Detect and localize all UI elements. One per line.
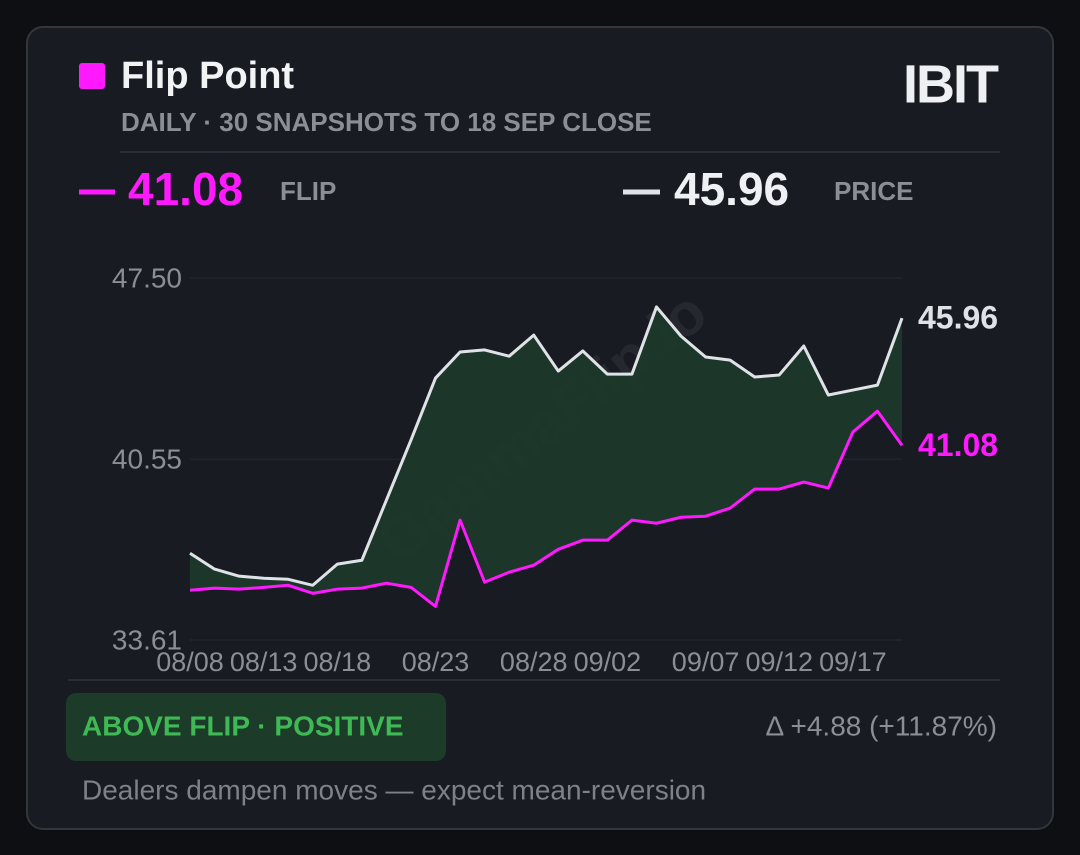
x-tick-label: 09/07 xyxy=(672,647,740,677)
x-tick-label: 08/18 xyxy=(304,647,372,677)
x-tick-label: 08/08 xyxy=(156,647,224,677)
flip-label: FLIP xyxy=(280,176,336,206)
subtitle: DAILY · 30 SNAPSHOTS TO 18 SEP CLOSE xyxy=(121,107,652,137)
note: Dealers dampen moves — expect mean-rever… xyxy=(82,774,706,805)
delta: Δ +4.88 (+11.87%) xyxy=(766,710,997,741)
legend-swatch xyxy=(79,63,105,89)
x-tick-label: 09/02 xyxy=(574,647,642,677)
ticker: IBIT xyxy=(903,54,999,114)
price-value: 45.96 xyxy=(674,163,789,215)
y-tick-label: 40.55 xyxy=(112,444,182,475)
x-tick-label: 09/17 xyxy=(819,647,887,677)
flip-value: 41.08 xyxy=(128,163,243,215)
status: ABOVE FLIP · POSITIVE xyxy=(82,710,404,741)
y-tick-label: 47.50 xyxy=(112,262,182,293)
end-label: 41.08 xyxy=(918,427,998,463)
series-line xyxy=(189,409,904,608)
end-label: 45.96 xyxy=(918,300,998,336)
x-tick-label: 08/23 xyxy=(402,647,470,677)
spread-area xyxy=(190,306,902,607)
y-tick-label: 33.61 xyxy=(112,624,182,655)
x-tick-label: 08/13 xyxy=(230,647,298,677)
x-tick-label: 09/12 xyxy=(745,647,813,677)
x-tick-label: 08/28 xyxy=(500,647,568,677)
price-label: PRICE xyxy=(834,176,913,206)
title: Flip Point xyxy=(121,55,294,97)
status-badge xyxy=(66,693,446,761)
series-line xyxy=(189,305,904,587)
